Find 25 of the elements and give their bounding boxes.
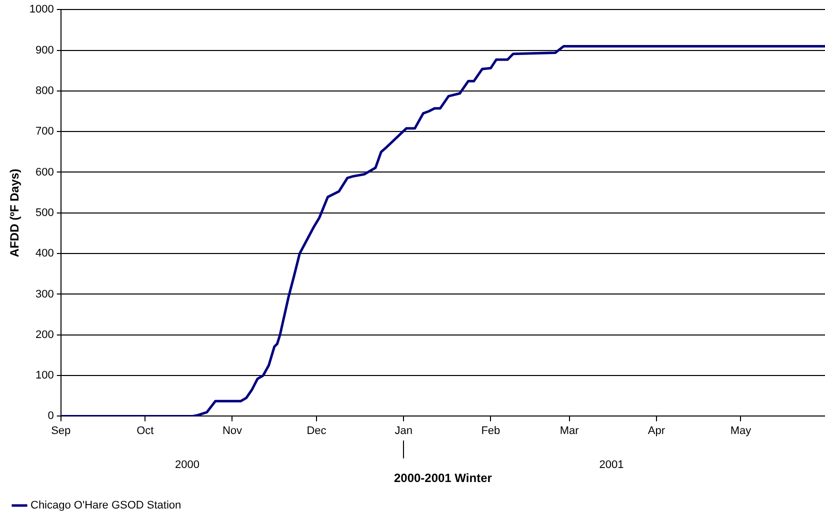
y-tick-label: 800 — [36, 84, 54, 97]
x2-tick-label: 2001 — [599, 459, 624, 472]
x-tick-label: Mar — [560, 424, 580, 437]
x-tick-label: May — [730, 424, 752, 437]
x-tick-label: Nov — [222, 424, 243, 437]
y-tick-label: 0 — [48, 410, 54, 422]
y-tick-label: 900 — [36, 44, 54, 56]
x-tick-label: Oct — [136, 424, 154, 437]
y-tick-label: 700 — [36, 126, 54, 138]
x-tick-label: Jan — [394, 424, 412, 437]
y-tick-label: 200 — [36, 328, 54, 341]
x2-tick-label: 2000 — [175, 459, 200, 472]
y-axis-title: AFDD (ºF Days) — [8, 168, 22, 258]
y-tick-label: 100 — [36, 370, 54, 382]
x-tick-label: Feb — [481, 424, 500, 437]
y-tick-label: 600 — [36, 166, 54, 178]
x-axis-title: 2000-2001 Winter — [394, 471, 492, 486]
x-tick-label: Sep — [51, 424, 71, 437]
y-tick-label: 300 — [36, 288, 54, 300]
x-tick-label: Apr — [648, 424, 666, 437]
x-tick-label: Dec — [306, 424, 327, 437]
legend-label: Chicago O'Hare GSOD Station — [30, 500, 182, 512]
y-tick-label: 400 — [36, 248, 54, 260]
y-tick-label: 1000 — [29, 4, 54, 16]
y-tick-label: 500 — [36, 206, 54, 219]
